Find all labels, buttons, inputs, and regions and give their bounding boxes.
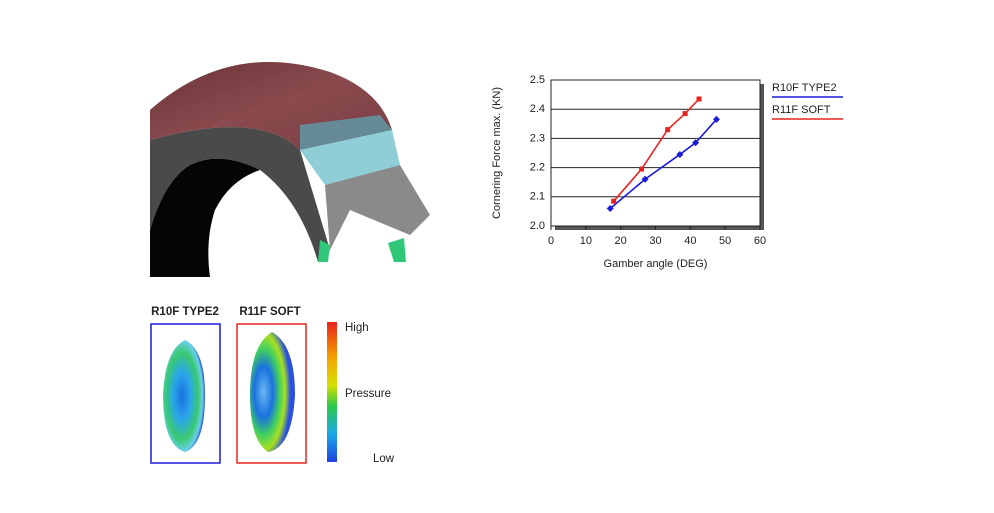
y-tick-label: 2.1 [530,191,545,203]
plot-area [550,79,761,227]
marker [665,127,671,133]
scale-label: Low [373,453,395,465]
marker [712,115,720,123]
x-tick-label: 40 [684,235,696,247]
y-tick-label: 2.4 [530,103,545,115]
x-tick-label: 20 [615,235,627,247]
marker [606,204,614,212]
marker [676,150,684,158]
x-tick-label: 0 [548,235,554,247]
map-label: R11F SOFT [239,306,300,318]
x-tick-label: 30 [649,235,661,247]
color-scale [327,322,337,462]
x-tick-label: 60 [754,235,766,247]
y-tick-label: 2.5 [530,74,545,86]
legend-label: R10F TYPE2 [772,82,837,94]
pressure-map [163,340,205,452]
marker [639,166,645,172]
y-tick-label: 2.3 [530,132,545,144]
y-axis-label: Cornering Force max. (KN) [491,87,503,219]
map-label: R10F TYPE2 [151,306,219,318]
x-tick-label: 50 [719,235,731,247]
tire-illustration [150,61,430,277]
legend-label: R11F SOFT [772,104,831,116]
y-tick-label: 2.2 [530,162,545,174]
marker [692,139,700,147]
scale-label: Pressure [345,388,391,400]
marker [611,198,617,204]
marker [696,96,702,102]
x-axis-label: Gamber angle (DEG) [604,258,708,270]
y-tick-label: 2.0 [530,220,545,232]
scale-label: High [345,322,369,334]
x-tick-label: 10 [580,235,592,247]
pressure-map [250,332,295,452]
marker [682,111,688,117]
marker [641,175,649,183]
